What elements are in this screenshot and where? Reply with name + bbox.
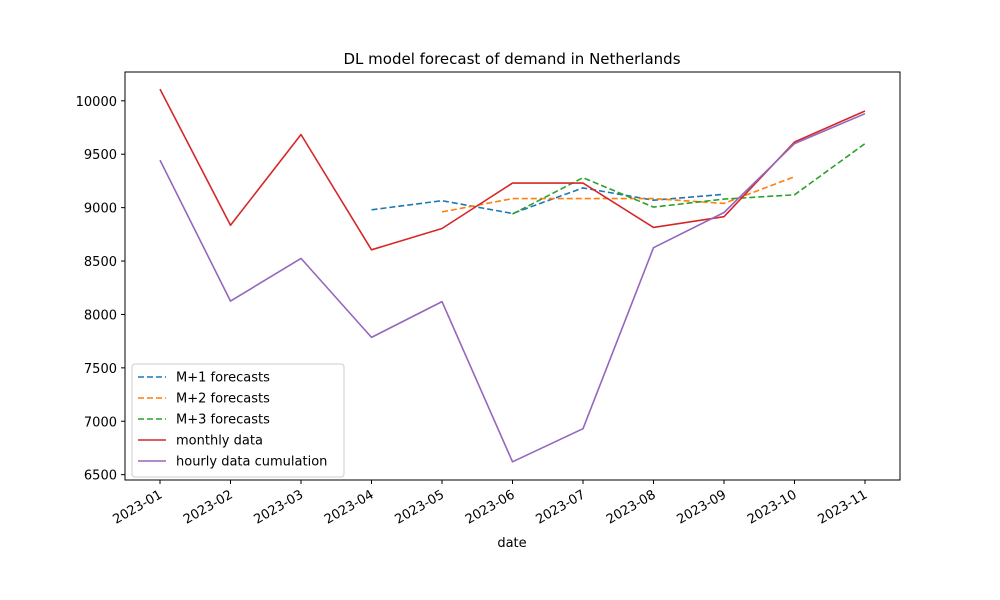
y-tick-label: 7500: [84, 362, 117, 377]
chart-title: DL model forecast of demand in Netherlan…: [343, 50, 680, 68]
y-tick-label: 10000: [76, 95, 117, 110]
legend-label: hourly data cumulation: [176, 455, 327, 470]
series-line-monthly-data: [159, 88, 866, 251]
legend-box: [131, 363, 345, 478]
y-tick-label: 8000: [84, 308, 117, 323]
y-tick-label: 9000: [84, 202, 117, 217]
x-axis-label: date: [497, 536, 526, 551]
legend: M+1 forecasts M+2 forecasts M+3 forecasts m…: [131, 363, 345, 478]
legend-label: M+3 forecasts: [176, 413, 270, 428]
y-tick-label: 8500: [84, 255, 117, 270]
legend-label: M+1 forecasts: [176, 371, 270, 386]
series-line-hourly-data-cumulation: [159, 112, 866, 463]
series-layer: [159, 88, 866, 463]
legend-label: monthly data: [176, 434, 263, 449]
legend-label: M+2 forecasts: [176, 392, 270, 407]
series-line-m-1-forecasts: [371, 187, 725, 215]
y-tick-label: 6500: [84, 469, 117, 484]
series-line-m-2-forecasts: [441, 175, 795, 213]
y-axis: 6500 7000 7500 8000 8500 9000 9500 10000: [76, 95, 125, 484]
y-tick-label: 9500: [84, 148, 117, 163]
y-tick-label: 7000: [84, 415, 117, 430]
